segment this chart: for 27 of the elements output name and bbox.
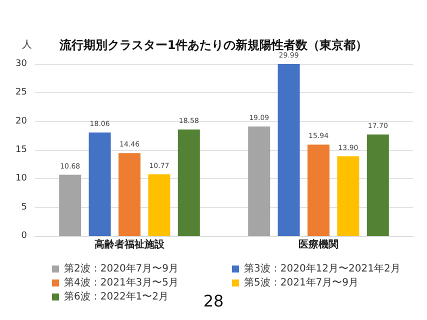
bar (59, 174, 82, 236)
text: 28 (203, 292, 224, 310)
y-axis-title: 人 (22, 40, 32, 50)
y-tick-label: 25 (16, 88, 27, 98)
legend-label: 第4波：2021年3月〜5月 (64, 276, 179, 288)
y-tick-label: 20 (16, 116, 28, 126)
y-tick-label: 15 (16, 145, 27, 155)
legend-label: 第6波：2022年1〜2月 (64, 290, 169, 302)
bar (308, 144, 330, 236)
chart-title: 流行期別クラスター1件あたりの新規陽性者数（東京都） (58, 38, 368, 52)
x-tick-label: 医療機関 (298, 238, 338, 250)
bar (366, 134, 389, 236)
y-tick-label: 30 (16, 59, 28, 69)
bar (88, 132, 111, 236)
bar (178, 129, 200, 236)
bar (278, 64, 300, 236)
x-tick-label: 高齢者福祉施設 (94, 238, 166, 250)
legend-label: 第2波：2020年7月〜9月 (64, 262, 179, 274)
y-tick-label: 0 (21, 231, 28, 241)
y-tick-label: 5 (21, 202, 27, 212)
legend-label: 第5波：2021年7月〜9月 (244, 276, 359, 288)
legend-label: 第3波：2020年12月〜2021年2月 (244, 262, 400, 274)
bar (148, 174, 170, 236)
y-tick-label: 10 (16, 174, 28, 184)
bar (248, 126, 270, 236)
bar (337, 156, 360, 236)
bar (118, 153, 140, 236)
